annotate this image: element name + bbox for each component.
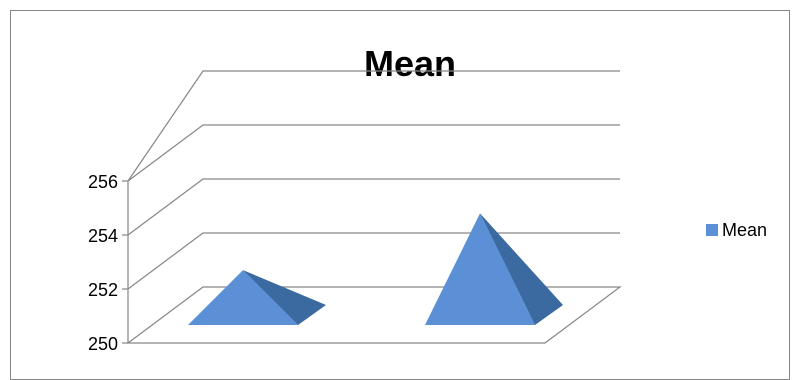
gridline-top bbox=[127, 70, 620, 182]
gridline-256 bbox=[127, 124, 620, 182]
y-tick-label-252: 252 bbox=[88, 280, 118, 300]
pyramid-chart: Mean 250 252 254 256 Mean bbox=[88, 43, 767, 354]
y-axis-ticks: 250 252 254 256 bbox=[88, 172, 118, 354]
floor bbox=[126, 286, 622, 344]
chart-marks bbox=[188, 213, 563, 325]
legend-swatch-mean bbox=[706, 224, 718, 236]
y-tick-label-254: 254 bbox=[88, 226, 118, 246]
pyramid-2-side bbox=[480, 213, 563, 325]
pyramid-1-side bbox=[243, 270, 326, 325]
pyramid-2-front bbox=[425, 213, 535, 325]
chart-frame bbox=[10, 10, 790, 380]
gridline-254 bbox=[127, 178, 620, 236]
y-tick-label-256: 256 bbox=[88, 172, 118, 192]
gridline-252 bbox=[127, 232, 620, 290]
y-tick-label-250: 250 bbox=[88, 334, 118, 354]
legend: Mean bbox=[706, 220, 767, 240]
chart-title: Mean bbox=[364, 43, 456, 84]
pyramid-1-front bbox=[188, 270, 298, 325]
legend-label-mean: Mean bbox=[722, 220, 767, 240]
